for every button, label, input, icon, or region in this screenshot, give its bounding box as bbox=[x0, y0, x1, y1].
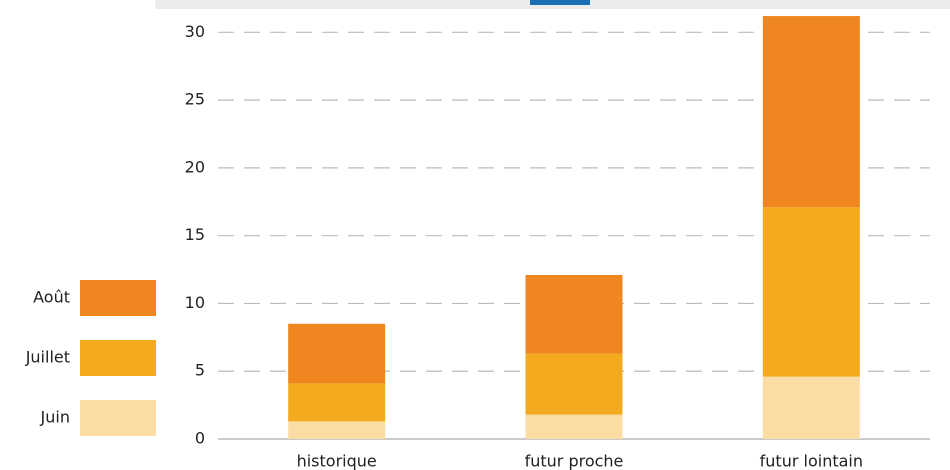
y-tick-label: 15 bbox=[185, 225, 205, 244]
legend-swatch bbox=[80, 340, 156, 376]
y-tick-label: 10 bbox=[185, 293, 205, 312]
y-tick-label: 30 bbox=[185, 22, 205, 41]
y-tick-label: 0 bbox=[195, 429, 205, 448]
legend-label: Août bbox=[33, 288, 70, 307]
bar-segment bbox=[525, 274, 623, 354]
legend-swatch bbox=[80, 280, 156, 316]
bar-segment bbox=[288, 383, 386, 422]
bar-segment bbox=[525, 414, 623, 439]
y-tick-label: 5 bbox=[195, 361, 205, 380]
bar-segment bbox=[525, 353, 623, 415]
bar-segment bbox=[762, 16, 860, 208]
legend-label: Juillet bbox=[25, 348, 70, 367]
legend-swatch bbox=[80, 400, 156, 436]
y-tick-label: 20 bbox=[185, 157, 205, 176]
legend-label: Juin bbox=[40, 408, 70, 427]
x-tick-label: historique bbox=[297, 452, 377, 470]
y-tick-label: 25 bbox=[185, 90, 205, 109]
bar-segment bbox=[762, 207, 860, 377]
x-tick-label: futur proche bbox=[525, 452, 624, 470]
x-tick-label: futur lointain bbox=[760, 452, 863, 470]
bar-segment bbox=[762, 376, 860, 439]
header-mark bbox=[530, 0, 590, 5]
bar-segment bbox=[288, 323, 386, 384]
bar-segment bbox=[288, 421, 386, 439]
